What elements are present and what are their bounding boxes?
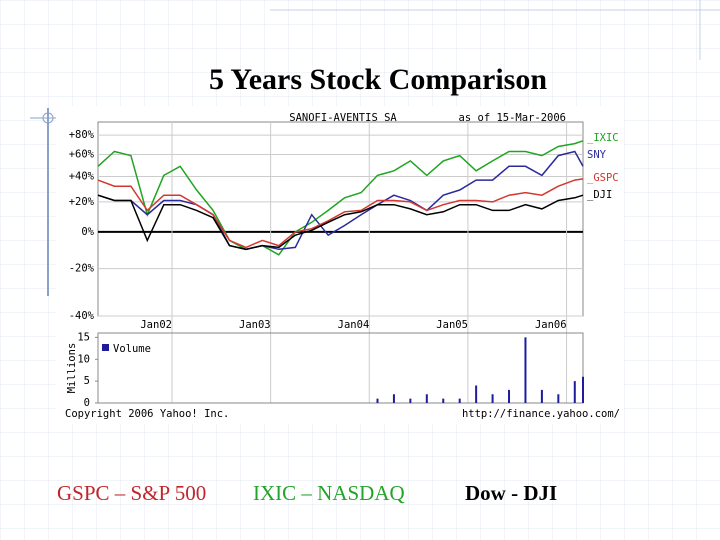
- x-tick-label: Jan04: [338, 319, 370, 331]
- bar: [508, 389, 511, 403]
- x-tick-label: Jan05: [436, 319, 468, 331]
- chart-title: SANOFI-AVENTIS SA: [289, 112, 397, 124]
- plot-area: [97, 332, 584, 404]
- y-tick-label: 5: [84, 375, 90, 387]
- y-tick-label: 10: [77, 353, 90, 365]
- x-tick-label: Jan02: [140, 319, 172, 331]
- legend-swatch: [102, 344, 109, 351]
- y-tick-label: +40%: [69, 171, 95, 183]
- decor-circle: [42, 112, 54, 124]
- series-line: [97, 194, 584, 251]
- x-tick-label: Jan06: [535, 319, 567, 331]
- bar: [524, 337, 527, 403]
- bar: [409, 398, 412, 403]
- legend-label: _IXIC: [587, 132, 619, 144]
- source: http://finance.yahoo.com/: [462, 408, 620, 420]
- bar: [425, 394, 428, 403]
- footer-label: IXIC – NASDAQ: [253, 481, 405, 505]
- bar: [392, 394, 395, 403]
- footer-label: GSPC – S&P 500: [57, 481, 206, 505]
- bar: [458, 398, 461, 403]
- series-line: [97, 178, 584, 249]
- bar: [573, 381, 576, 403]
- footer-label: Dow - DJI: [465, 481, 557, 505]
- series-line: [97, 140, 584, 256]
- copyright: Copyright 2006 Yahoo! Inc.: [65, 408, 229, 420]
- y-tick-label: +80%: [69, 129, 95, 141]
- bar: [582, 376, 584, 403]
- x-tick-label: Jan03: [239, 319, 271, 331]
- y-tick-label: 0: [84, 397, 90, 409]
- y-tick-label: 0%: [81, 226, 94, 238]
- y-tick-label: -40%: [69, 310, 95, 322]
- series-line: [97, 150, 584, 251]
- bar: [442, 398, 445, 403]
- bar: [540, 389, 543, 403]
- slide-title: 5 Years Stock Comparison: [209, 63, 547, 96]
- bar: [491, 394, 494, 403]
- legend-label: Volume: [113, 343, 151, 355]
- y-tick-label: -20%: [69, 263, 95, 275]
- legend-label: SNY: [587, 149, 607, 161]
- y-tick-label: +20%: [69, 196, 95, 208]
- legend-label: _DJI: [587, 189, 612, 201]
- y-axis-label: Millions: [66, 343, 78, 394]
- y-tick-label: 15: [77, 331, 90, 343]
- chart-subtitle: as of 15-Mar-2006: [459, 112, 566, 124]
- bar: [557, 394, 560, 403]
- legend-label: _GSPC: [587, 172, 619, 184]
- bar: [376, 398, 379, 403]
- bar: [475, 385, 478, 403]
- y-tick-label: +60%: [69, 149, 95, 161]
